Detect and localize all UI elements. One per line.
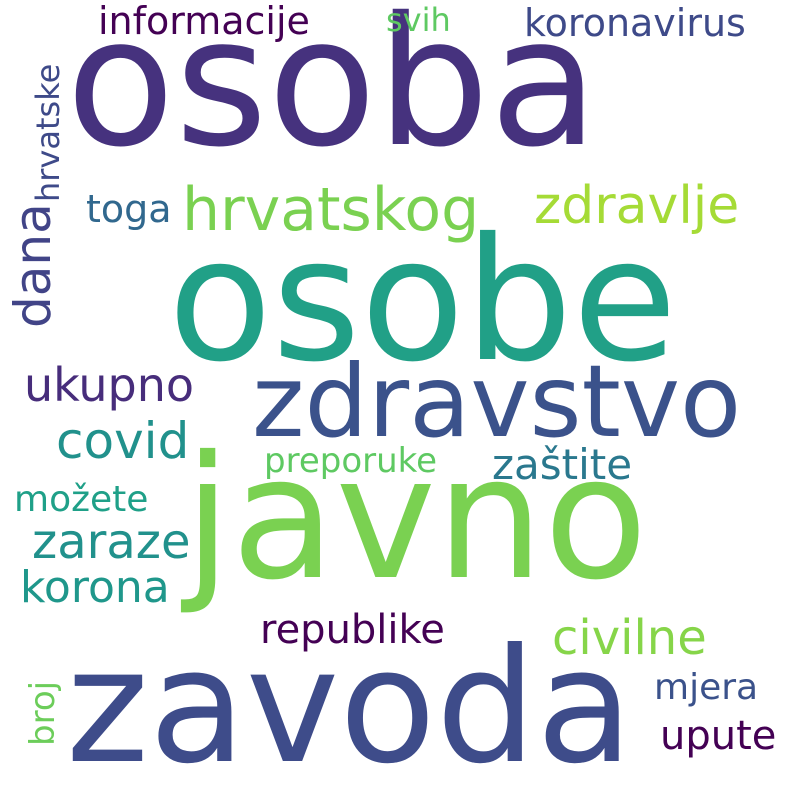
word-dana: dana <box>4 203 62 328</box>
word-osoba: osoba <box>66 0 599 186</box>
word-upute: upute <box>660 713 777 759</box>
word-zastite: zaštite <box>492 440 633 489</box>
word-informacije: informacije <box>98 0 310 43</box>
word-koronavirus: koronavirus <box>524 1 746 45</box>
word-civilne: civilne <box>552 610 707 666</box>
word-hrvatske: hrvatske <box>29 63 67 202</box>
word-zavoda: zavoda <box>66 615 634 799</box>
word-hrvatskog: hrvatskog <box>182 175 480 245</box>
word-ukupno: ukupno <box>24 358 195 412</box>
word-svih: svih <box>386 1 451 39</box>
word-mozete: možete <box>14 479 149 520</box>
word-javno: javno <box>184 420 648 618</box>
word-zaraze: zaraze <box>32 514 191 570</box>
word-zdravlje: zdravlje <box>534 176 740 236</box>
word-osobe: osobe <box>168 202 678 400</box>
word-broj: broj <box>23 680 63 746</box>
word-toga: toga <box>86 187 172 231</box>
word-mjera: mjera <box>654 667 759 708</box>
word-covid: covid <box>56 412 190 470</box>
word-korona: korona <box>20 562 170 613</box>
word-republike: republike <box>260 607 445 653</box>
word-zdravstvo: zdravstvo <box>252 343 742 460</box>
word-preporuke: preporuke <box>264 441 438 481</box>
